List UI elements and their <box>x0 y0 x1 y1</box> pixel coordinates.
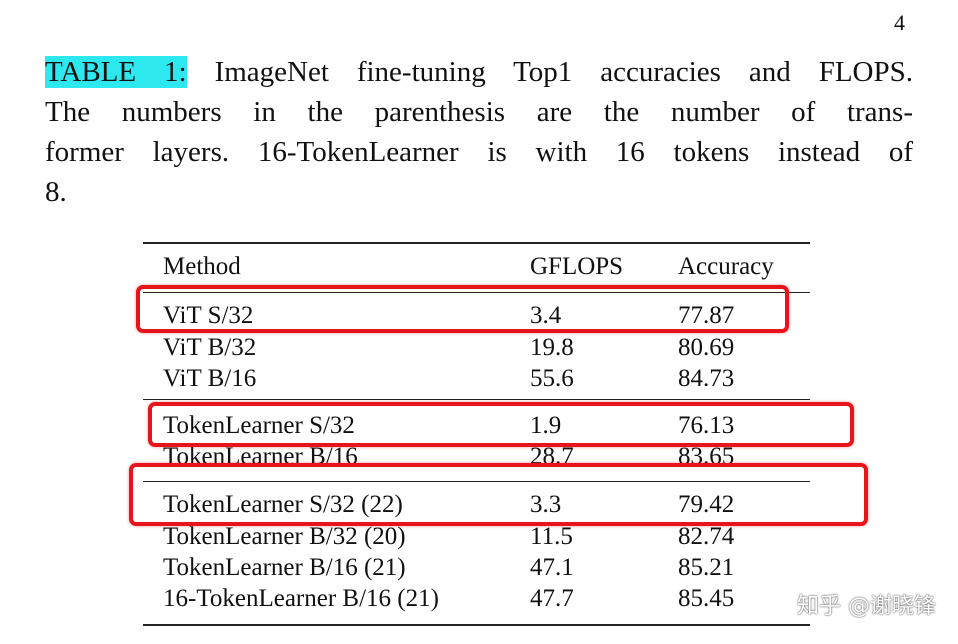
page-number: 4 <box>894 10 905 35</box>
table-cell: 47.7 <box>530 585 574 612</box>
table-cell: 47.1 <box>530 554 574 581</box>
table-cell: TokenLearner S/32 (22) <box>163 491 403 518</box>
table-cell: TokenLearner B/16 (21) <box>163 554 406 581</box>
table-cell: 76.13 <box>678 412 735 439</box>
caption-text: ImageNet fine-tuning Top1 accuracies and… <box>214 56 914 88</box>
table-cell: TokenLearner B/32 (20) <box>163 523 406 550</box>
table-bottom-rule <box>143 624 810 626</box>
table-cell: 55.6 <box>530 365 574 392</box>
watermark: 知乎 @谢晓锋 <box>797 594 936 619</box>
table-cell: 85.45 <box>678 585 735 612</box>
table-cell: ViT B/32 <box>163 334 257 361</box>
highlight-box <box>136 285 789 333</box>
header-cell: Accuracy <box>678 253 774 280</box>
table-cell: 85.21 <box>678 554 735 581</box>
caption-label: TABLE 1: <box>45 56 187 88</box>
table-cell: ViT B/16 <box>163 365 257 392</box>
table-cell: 16-TokenLearner B/16 (21) <box>163 585 439 612</box>
table-cell: 11.5 <box>530 523 573 550</box>
table-cell: ViT S/32 <box>163 302 254 329</box>
highlight-box <box>148 402 854 447</box>
table-cell: 84.73 <box>678 365 735 392</box>
caption-line: The numbers in the parenthesis are the n… <box>45 96 913 128</box>
table-cell: 77.87 <box>678 302 735 329</box>
highlight-box <box>129 463 868 526</box>
table-cell: 1.9 <box>530 412 562 439</box>
group-rule <box>143 481 810 482</box>
table-cell: TokenLearner S/32 <box>163 412 355 439</box>
table-cell: 82.74 <box>678 523 735 550</box>
header-cell: GFLOPS <box>530 253 624 280</box>
table-cell: 80.69 <box>678 334 735 361</box>
table-cell: 3.4 <box>530 302 562 329</box>
caption-line: 8. <box>45 176 67 208</box>
header-cell: Method <box>163 253 241 280</box>
group-rule <box>143 399 810 400</box>
table-cell: 3.3 <box>530 491 562 518</box>
caption-line: former layers. 16-TokenLearner is with 1… <box>45 136 913 168</box>
table-cell: 79.42 <box>678 491 735 518</box>
header-rule <box>143 292 810 293</box>
caption-line: TABLE 1: ImageNet fine-tuning Top1 accur… <box>45 52 913 92</box>
table-cell: 19.8 <box>530 334 574 361</box>
table-top-rule <box>143 242 810 244</box>
